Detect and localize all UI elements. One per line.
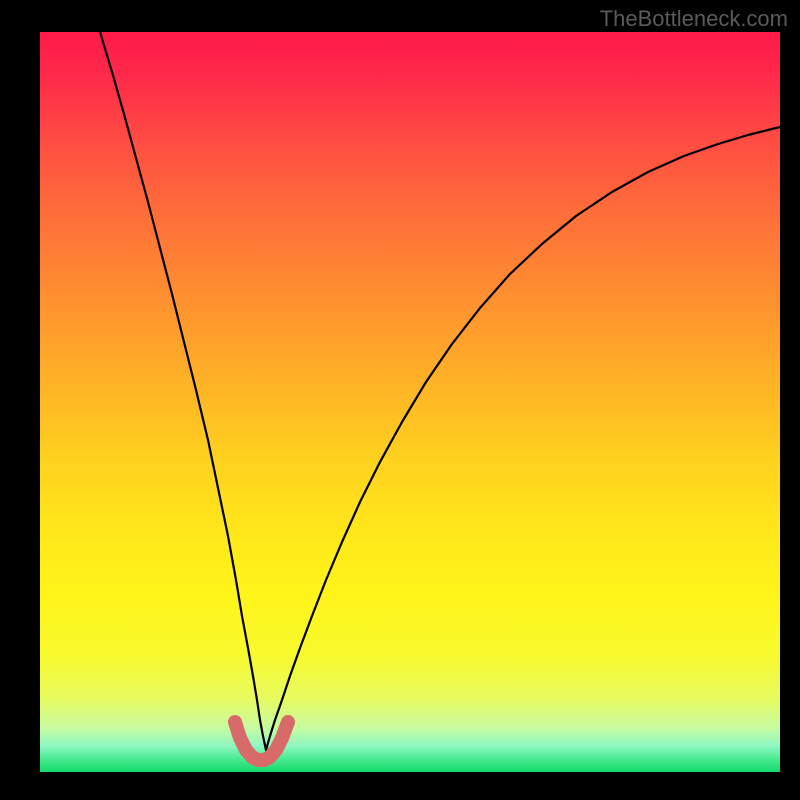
watermark-text: TheBottleneck.com [600, 6, 788, 32]
chart-svg [40, 32, 780, 772]
plot-area [40, 32, 780, 772]
gradient-background [40, 32, 780, 772]
chart-container: TheBottleneck.com [0, 0, 800, 800]
